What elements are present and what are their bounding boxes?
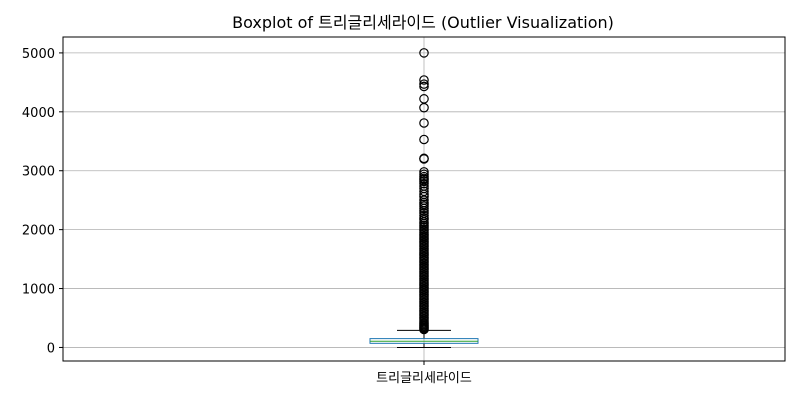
y-tick-label: 0	[47, 341, 55, 356]
y-tick-label: 2000	[22, 224, 55, 239]
x-tick-label: 트리글리세라이드	[376, 371, 472, 386]
chart-title: Boxplot of 트리글리세라이드 (Outlier Visualizati…	[232, 13, 614, 32]
x-axis-ticks: 트리글리세라이드	[376, 361, 472, 386]
y-tick-label: 5000	[22, 47, 55, 62]
y-axis-ticks: 0 1000 2000 3000 4000 5000	[22, 47, 63, 357]
y-tick-label: 3000	[22, 165, 55, 180]
y-tick-label: 4000	[22, 106, 55, 121]
y-tick-label: 1000	[22, 283, 55, 298]
